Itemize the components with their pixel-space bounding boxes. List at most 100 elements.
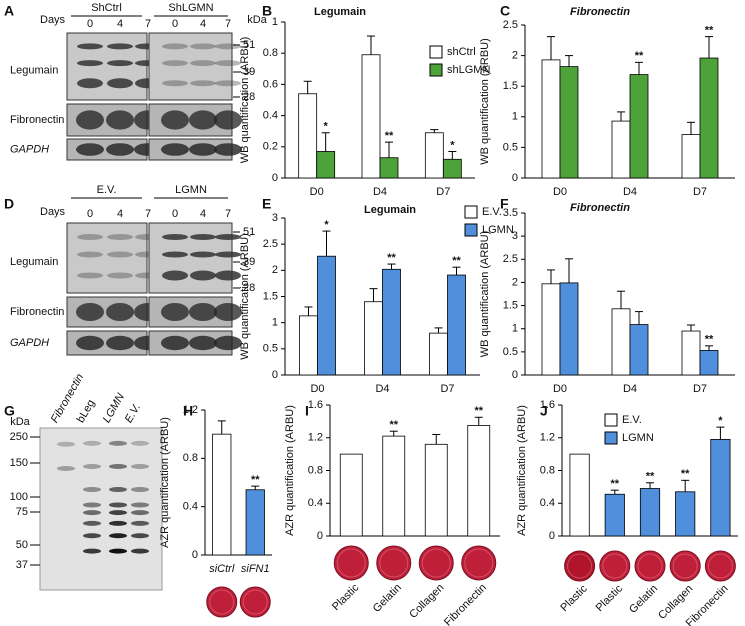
significance: **: [387, 252, 396, 264]
lane-label: bLeg: [75, 398, 98, 425]
y-tick-label: 0.4: [540, 497, 555, 509]
legend-label: E.V.: [622, 414, 642, 426]
band: [109, 548, 127, 554]
y-tick-label: 0: [512, 172, 518, 184]
bar: [442, 158, 462, 179]
band: [76, 335, 104, 351]
plate: [634, 550, 666, 582]
lane-label: 4: [200, 18, 206, 30]
plate-rim: [637, 553, 663, 579]
significance: *: [324, 121, 329, 133]
days-label: Days: [40, 206, 66, 218]
x-tick-label: D7: [693, 383, 707, 395]
plate: [239, 586, 271, 618]
band: [215, 234, 241, 240]
x-tick-label: siFN1: [241, 563, 270, 575]
chart-title: Fibronectin: [570, 6, 630, 18]
plate: [669, 550, 701, 582]
bar: [382, 268, 401, 376]
band: [189, 143, 217, 156]
marker-label: 75: [16, 506, 28, 518]
band: [83, 533, 101, 539]
plate: [564, 550, 596, 582]
plate: [333, 545, 369, 581]
y-tick-label: 1.6: [308, 399, 323, 411]
band: [162, 60, 188, 67]
bar: [604, 493, 625, 537]
legend-swatch: [429, 45, 443, 59]
y-axis-label: WB quantification (ARBU): [239, 233, 251, 360]
bar: [467, 425, 491, 537]
plate: [461, 545, 497, 581]
x-tick-label: D7: [436, 186, 450, 198]
band: [83, 502, 101, 508]
blot-box: [148, 32, 233, 101]
band: [190, 60, 216, 67]
bar: [569, 453, 590, 537]
x-tick-label: D4: [623, 186, 637, 198]
row-label: Fibronectin: [10, 306, 64, 318]
band: [77, 251, 103, 258]
band: [215, 60, 241, 67]
y-axis-label: WB quantification (ARBU): [479, 38, 491, 165]
significance: *: [718, 415, 723, 427]
x-tick-label: D4: [375, 383, 389, 395]
band: [106, 110, 134, 130]
blot-box: [39, 427, 163, 591]
group-label: LGMN: [175, 184, 207, 196]
band: [161, 143, 189, 156]
plate-rim: [464, 548, 494, 578]
band: [109, 502, 127, 508]
y-tick-label: 0.2: [263, 141, 278, 153]
panel-label: E: [262, 196, 271, 212]
lane-label: 7: [225, 208, 231, 220]
band: [190, 270, 216, 281]
significance: **: [385, 130, 394, 142]
unit-label: kDa: [10, 416, 30, 428]
bar: [447, 274, 466, 376]
x-tick-label: Gelatin: [627, 583, 660, 616]
y-tick-label: 0.8: [308, 464, 323, 476]
y-axis-label: AZR quantification (ARBU): [516, 405, 528, 536]
lane-label: 4: [200, 208, 206, 220]
y-tick-label: 1: [272, 16, 278, 28]
band: [107, 60, 133, 67]
y-tick-label: 0.8: [263, 47, 278, 59]
row-label: Legumain: [10, 256, 58, 268]
significance: **: [251, 474, 260, 486]
bar: [299, 315, 318, 376]
band: [109, 510, 127, 516]
bar: [629, 324, 649, 376]
row-label: GAPDH: [10, 337, 49, 349]
y-tick-label: 1.6: [540, 399, 555, 411]
y-tick-label: 3.5: [503, 207, 518, 219]
x-tick-label: D7: [693, 186, 707, 198]
y-axis-label: WB quantification (ARBU): [479, 231, 491, 358]
bar: [559, 282, 579, 376]
band: [109, 533, 127, 539]
plate: [376, 545, 412, 581]
band: [189, 110, 217, 130]
band: [131, 502, 149, 508]
group-label: E.V.: [97, 184, 117, 196]
band: [190, 234, 216, 240]
y-tick-label: 1.5: [263, 290, 278, 302]
panel-label: B: [262, 3, 272, 19]
significance: **: [389, 419, 398, 431]
legend-swatch: [604, 431, 618, 445]
bar: [364, 301, 383, 376]
band: [131, 510, 149, 516]
plate-rim: [567, 553, 593, 579]
bar: [541, 59, 561, 179]
bar: [681, 134, 701, 179]
band: [106, 143, 134, 156]
legend-label: E.V.: [482, 206, 502, 218]
band: [107, 251, 133, 258]
band: [83, 548, 101, 554]
y-tick-label: 0: [549, 530, 555, 542]
bar: [245, 489, 265, 556]
panel-label: I: [305, 403, 309, 419]
band: [189, 303, 217, 321]
marker-label: 28: [243, 282, 255, 294]
band: [161, 303, 189, 321]
